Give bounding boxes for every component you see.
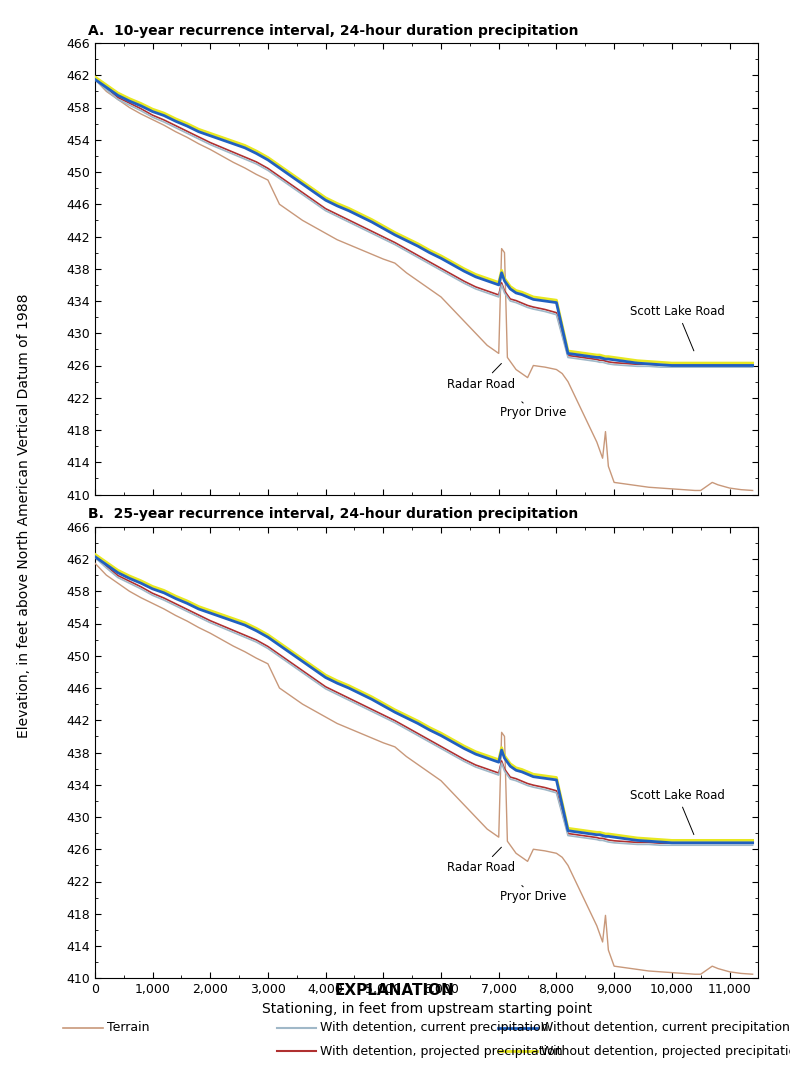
Text: Pryor Drive: Pryor Drive <box>500 402 566 419</box>
Text: B.  25-year recurrence interval, 24-hour duration precipitation: B. 25-year recurrence interval, 24-hour … <box>88 507 578 521</box>
Text: Elevation, in feet above North American Vertical Datum of 1988: Elevation, in feet above North American … <box>17 293 31 739</box>
X-axis label: Stationing, in feet from upstream starting point: Stationing, in feet from upstream starti… <box>261 1002 592 1016</box>
Text: With detention, current precipitation: With detention, current precipitation <box>320 1021 548 1034</box>
Text: Without detention, projected precipitation: Without detention, projected precipitati… <box>541 1045 790 1058</box>
Text: Radar Road: Radar Road <box>447 363 516 390</box>
Text: Terrain: Terrain <box>107 1021 149 1034</box>
Text: Pryor Drive: Pryor Drive <box>500 886 566 903</box>
Text: Without detention, current precipitation: Without detention, current precipitation <box>541 1021 790 1034</box>
Text: Scott Lake Road: Scott Lake Road <box>630 789 725 834</box>
Text: With detention, projected precipitation: With detention, projected precipitation <box>320 1045 562 1058</box>
Text: EXPLANATION: EXPLANATION <box>335 983 455 998</box>
Text: Scott Lake Road: Scott Lake Road <box>630 305 725 350</box>
Text: A.  10-year recurrence interval, 24-hour duration precipitation: A. 10-year recurrence interval, 24-hour … <box>88 24 578 38</box>
Text: Radar Road: Radar Road <box>447 847 516 874</box>
